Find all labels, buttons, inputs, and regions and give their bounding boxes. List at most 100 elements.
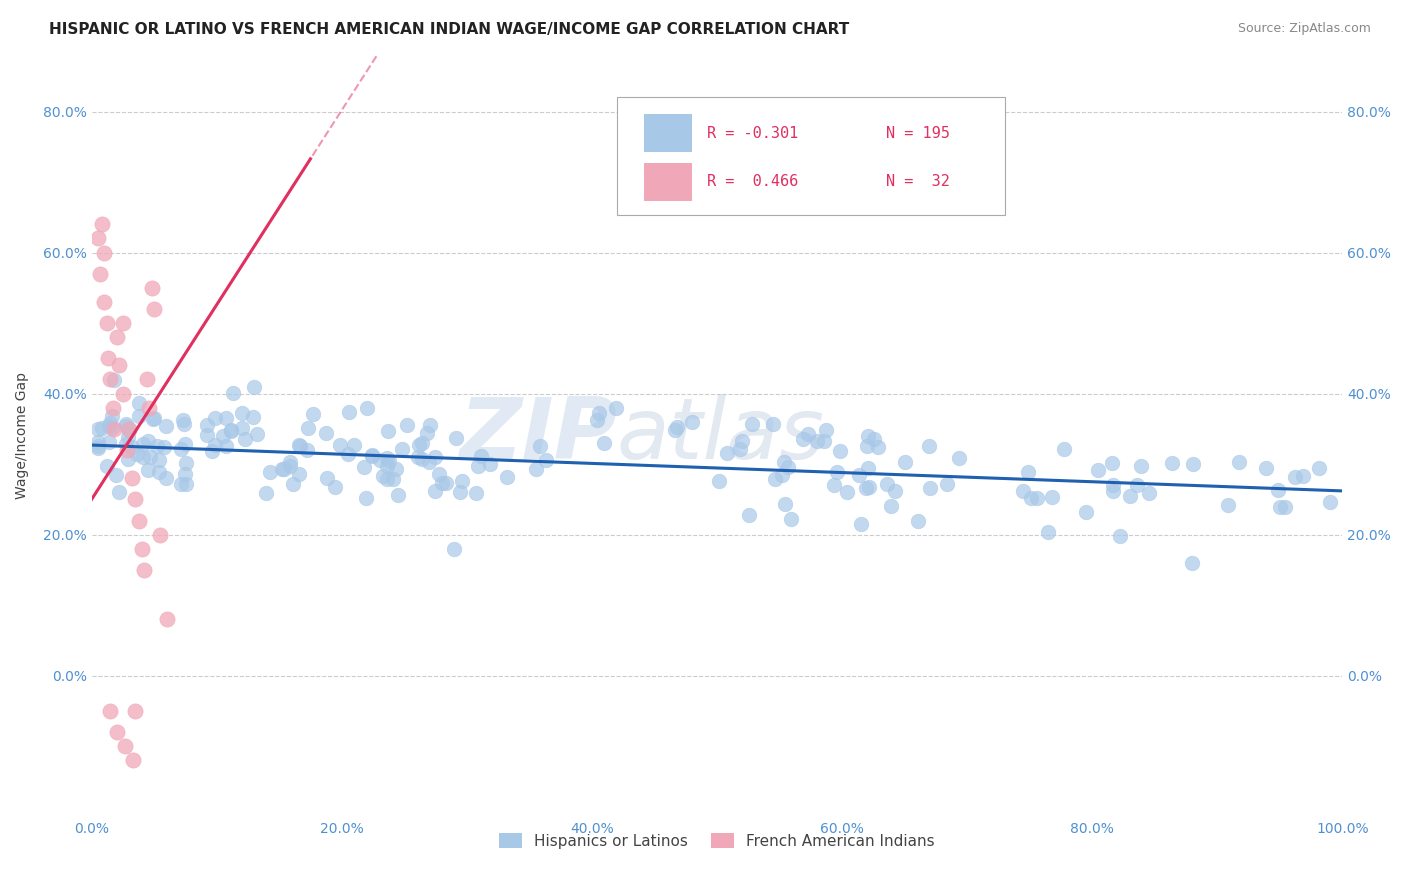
- Point: [429, 467, 451, 482]
- Text: R = -0.301: R = -0.301: [707, 126, 799, 141]
- Point: [93, 245, 115, 260]
- Point: [141, 412, 163, 426]
- Point: [128, 409, 150, 424]
- Point: [243, 379, 266, 393]
- Point: [935, 476, 957, 491]
- Point: [215, 439, 238, 453]
- Point: [100, 704, 122, 718]
- Point: [588, 406, 610, 420]
- Point: [131, 450, 153, 464]
- Point: [295, 443, 318, 458]
- Point: [770, 467, 793, 482]
- Point: [948, 451, 970, 466]
- Point: [148, 453, 170, 467]
- Point: [849, 516, 872, 531]
- Point: [1026, 491, 1049, 506]
- Point: [806, 434, 828, 449]
- Point: [592, 436, 614, 450]
- Point: [855, 481, 877, 495]
- Point: [792, 432, 814, 446]
- Point: [451, 474, 474, 488]
- Point: [90, 420, 112, 434]
- Point: [118, 422, 141, 436]
- Point: [271, 462, 294, 476]
- Point: [863, 433, 886, 447]
- Text: R =  0.466: R = 0.466: [707, 174, 799, 189]
- Point: [155, 470, 177, 484]
- Point: [114, 417, 136, 432]
- Point: [361, 448, 384, 462]
- Point: [880, 499, 903, 513]
- Point: [449, 485, 471, 500]
- Point: [96, 459, 118, 474]
- Point: [377, 424, 399, 438]
- Point: [731, 434, 754, 448]
- Point: [138, 401, 160, 415]
- Point: [728, 442, 751, 456]
- Point: [1118, 489, 1140, 503]
- Point: [105, 725, 128, 739]
- Point: [100, 372, 122, 386]
- Point: [231, 420, 253, 434]
- Point: [920, 481, 942, 495]
- Y-axis label: Wage/Income Gap: Wage/Income Gap: [15, 372, 30, 500]
- Point: [1040, 490, 1063, 504]
- Point: [444, 431, 467, 445]
- Point: [1036, 524, 1059, 539]
- Point: [156, 612, 179, 626]
- Point: [464, 486, 486, 500]
- Point: [779, 512, 801, 526]
- Point: [1319, 495, 1341, 509]
- Point: [1267, 483, 1289, 497]
- Point: [114, 739, 136, 753]
- Point: [136, 463, 159, 477]
- Point: [96, 316, 118, 330]
- Point: [315, 425, 337, 440]
- Point: [97, 351, 120, 366]
- Point: [329, 438, 352, 452]
- Point: [115, 419, 138, 434]
- Point: [97, 434, 120, 449]
- Point: [1101, 478, 1123, 492]
- Point: [586, 412, 609, 426]
- Point: [1102, 483, 1125, 498]
- Point: [418, 455, 440, 469]
- Point: [796, 427, 818, 442]
- Point: [1126, 477, 1149, 491]
- Point: [1182, 457, 1205, 471]
- Point: [1053, 442, 1076, 456]
- Point: [416, 425, 439, 440]
- Point: [235, 432, 257, 446]
- Point: [813, 434, 835, 448]
- Point: [128, 514, 150, 528]
- Point: [773, 455, 796, 469]
- Point: [87, 231, 110, 245]
- Point: [1076, 506, 1098, 520]
- Point: [170, 442, 193, 456]
- Point: [246, 427, 269, 442]
- Point: [143, 301, 166, 316]
- Point: [278, 454, 301, 468]
- Text: Source: ZipAtlas.com: Source: ZipAtlas.com: [1237, 22, 1371, 36]
- Point: [1161, 456, 1184, 470]
- Point: [89, 267, 111, 281]
- Point: [117, 430, 139, 444]
- Point: [124, 492, 146, 507]
- Point: [297, 421, 319, 435]
- Point: [128, 395, 150, 409]
- Point: [1268, 500, 1291, 514]
- Point: [1109, 529, 1132, 543]
- Point: [323, 480, 346, 494]
- Point: [98, 416, 121, 430]
- Point: [173, 417, 195, 431]
- Point: [104, 468, 127, 483]
- Point: [146, 439, 169, 453]
- Point: [385, 462, 408, 476]
- Point: [254, 485, 277, 500]
- FancyBboxPatch shape: [617, 97, 1005, 215]
- Point: [356, 401, 378, 415]
- Point: [132, 437, 155, 451]
- Point: [1129, 458, 1152, 473]
- Text: N =  32: N = 32: [886, 174, 949, 189]
- Point: [381, 472, 404, 486]
